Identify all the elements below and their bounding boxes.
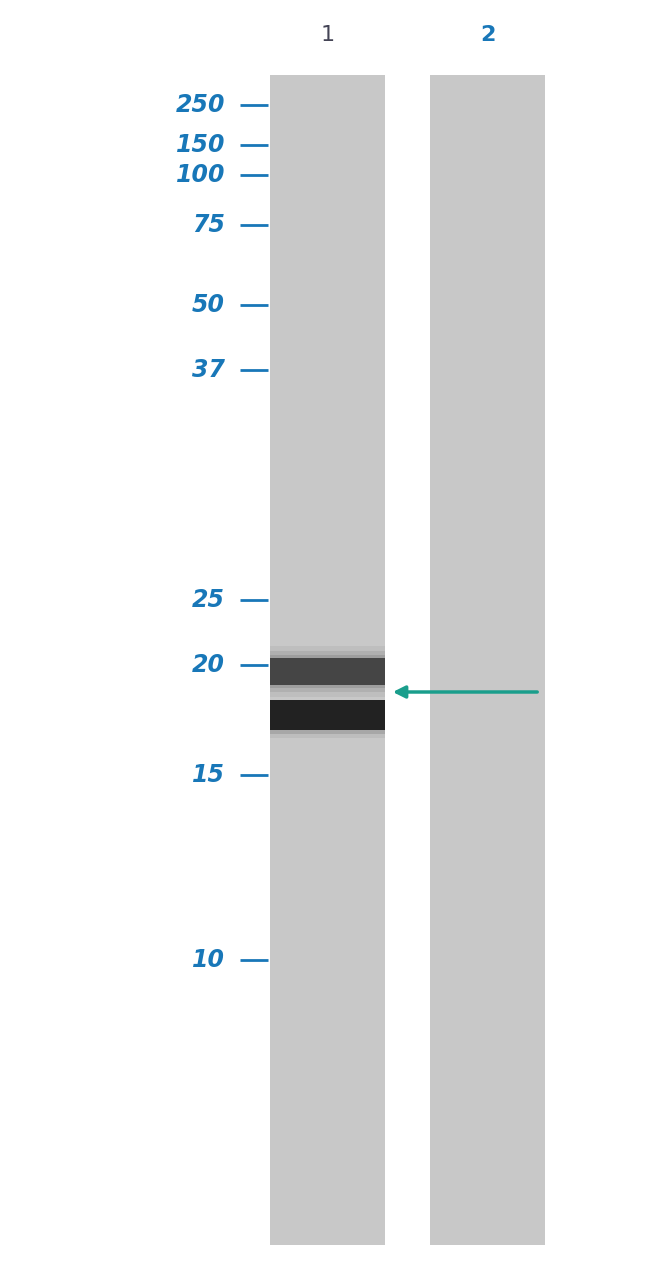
- Bar: [430, 75, 545, 1245]
- Text: 37: 37: [192, 358, 225, 382]
- Bar: [270, 75, 385, 1245]
- Text: 15: 15: [192, 763, 225, 787]
- Bar: [270, 730, 385, 734]
- Bar: [270, 655, 385, 688]
- Text: 150: 150: [176, 133, 225, 157]
- Text: 10: 10: [192, 947, 225, 972]
- Text: 20: 20: [192, 653, 225, 677]
- Bar: [270, 652, 385, 692]
- Text: 75: 75: [192, 213, 225, 237]
- Text: 25: 25: [192, 588, 225, 612]
- Text: 250: 250: [176, 93, 225, 117]
- Text: 2: 2: [480, 25, 496, 44]
- Bar: [270, 730, 385, 738]
- Text: 50: 50: [192, 293, 225, 318]
- Bar: [270, 658, 385, 685]
- Text: 1: 1: [321, 25, 335, 44]
- Bar: [270, 700, 385, 730]
- Text: 100: 100: [176, 163, 225, 187]
- Bar: [270, 646, 385, 697]
